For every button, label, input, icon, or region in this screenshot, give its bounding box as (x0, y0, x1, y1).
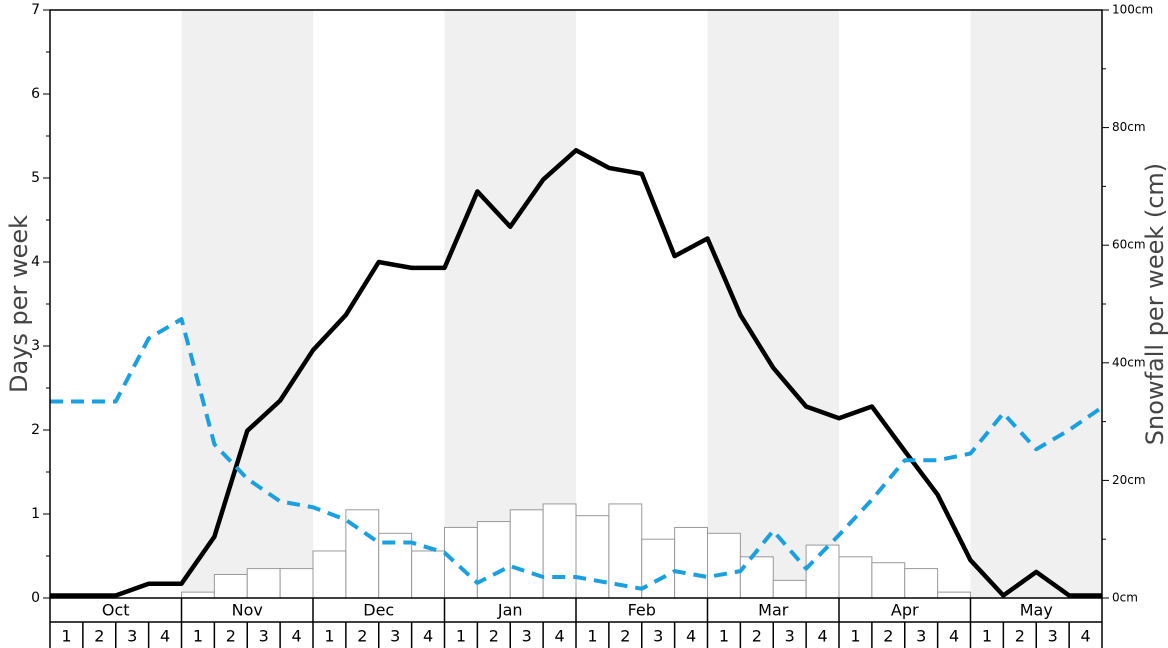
week-label: 1 (719, 627, 729, 646)
snowfall-bar (575, 515, 610, 599)
week-label: 3 (653, 627, 663, 646)
snowfall-bar (312, 550, 347, 599)
week-label: 4 (554, 627, 564, 646)
month-label-jan: Jan (497, 601, 523, 620)
snowfall-bar (411, 550, 445, 599)
snowfall-bar (838, 556, 873, 599)
week-label: 3 (259, 627, 269, 646)
week-label: 2 (620, 627, 630, 646)
week-label: 4 (291, 627, 301, 646)
snowfall-bar (476, 521, 511, 599)
snowfall-bar (641, 538, 676, 599)
week-label: 4 (423, 627, 433, 646)
day-lines (50, 148, 1104, 598)
left-tick-label: 3 (31, 338, 40, 354)
left-tick-label: 0 (31, 590, 40, 606)
right-axis: 0cm 20cm 40cm 60cm 80cm 100cm (1102, 3, 1153, 605)
month-shade-jan (444, 10, 576, 598)
week-label: 2 (357, 627, 367, 646)
week-label: 2 (1015, 627, 1025, 646)
dashed-series-line (50, 317, 1104, 591)
week-label: 1 (193, 627, 203, 646)
month-label-dec: Dec (363, 601, 394, 620)
right-tick-label: 60cm (1112, 238, 1146, 252)
snowfall-bar (739, 556, 774, 599)
snowfall-bar (542, 503, 577, 599)
week-label: 2 (752, 627, 762, 646)
week-label: 3 (522, 627, 532, 646)
left-tick-label: 5 (31, 170, 40, 186)
week-label: 1 (982, 627, 992, 646)
week-label: 2 (489, 627, 499, 646)
week-label: 3 (390, 627, 400, 646)
snowfall-bars (181, 503, 971, 599)
month-label-may: May (1020, 601, 1053, 620)
month-shade-nov (181, 10, 313, 598)
week-label: 1 (324, 627, 334, 646)
week-label: 3 (127, 627, 137, 646)
week-label: 3 (785, 627, 795, 646)
week-label: 4 (949, 627, 959, 646)
right-tick-label: 80cm (1112, 120, 1146, 134)
right-tick-label: 40cm (1112, 355, 1146, 369)
week-label: 2 (94, 627, 104, 646)
month-row: Oct Nov Dec Jan Feb Mar Apr May (49, 598, 1103, 623)
snowfall-bar (444, 526, 478, 599)
week-label: 4 (686, 627, 696, 646)
snowfall-bar (608, 503, 643, 599)
snowfall-bar (674, 526, 708, 599)
left-tick-label: 4 (31, 254, 40, 270)
month-shade-mar (707, 10, 839, 598)
left-tick-label: 6 (31, 86, 40, 102)
week-label: 1 (850, 627, 860, 646)
snowfall-bar (772, 579, 807, 599)
month-label-mar: Mar (758, 601, 789, 620)
snowfall-bar (937, 591, 971, 599)
solid-series-line (50, 148, 1102, 598)
snowfall-bar (181, 591, 215, 599)
right-tick-label: 0cm (1112, 591, 1138, 605)
week-label: 2 (883, 627, 893, 646)
snowfall-bar (213, 573, 248, 599)
snowfall-bar (707, 532, 741, 599)
week-label: 3 (1048, 627, 1058, 646)
right-tick-label: 100cm (1112, 3, 1153, 17)
snowfall-bar (509, 509, 544, 599)
snowfall-bar (871, 562, 906, 599)
month-label-nov: Nov (232, 601, 263, 620)
left-tick-label: 7 (31, 2, 40, 18)
month-label-apr: Apr (891, 601, 919, 620)
week-row: 1 2 3 4 1 2 3 4 1 2 3 4 1 2 3 4 1 2 3 4 1 2 3 4 1 2 3 4 1 2 3 4 (49, 622, 1103, 648)
left-axis: 0 1 2 3 4 5 6 7 (31, 2, 50, 606)
snowfall-bar (904, 568, 939, 599)
week-label: 4 (817, 627, 827, 646)
snowfall-bar (279, 568, 314, 599)
week-label: 1 (456, 627, 466, 646)
month-shading (181, 10, 1102, 598)
week-label: 1 (61, 627, 71, 646)
month-label-oct: Oct (102, 601, 130, 620)
week-label: 4 (1080, 627, 1090, 646)
week-label: 1 (587, 627, 597, 646)
right-tick-label: 20cm (1112, 473, 1146, 487)
week-label: 4 (160, 627, 170, 646)
left-tick-label: 2 (31, 422, 40, 438)
month-label-feb: Feb (628, 601, 656, 620)
y-axis-label-right: Snowfall per week (cm) (1141, 163, 1168, 445)
y-axis-label-left: Days per week (5, 215, 33, 393)
week-label: 2 (226, 627, 236, 646)
week-label: 3 (916, 627, 926, 646)
month-shade-may (970, 10, 1102, 598)
left-tick-label: 1 (31, 506, 40, 522)
snowfall-bar (246, 568, 281, 599)
